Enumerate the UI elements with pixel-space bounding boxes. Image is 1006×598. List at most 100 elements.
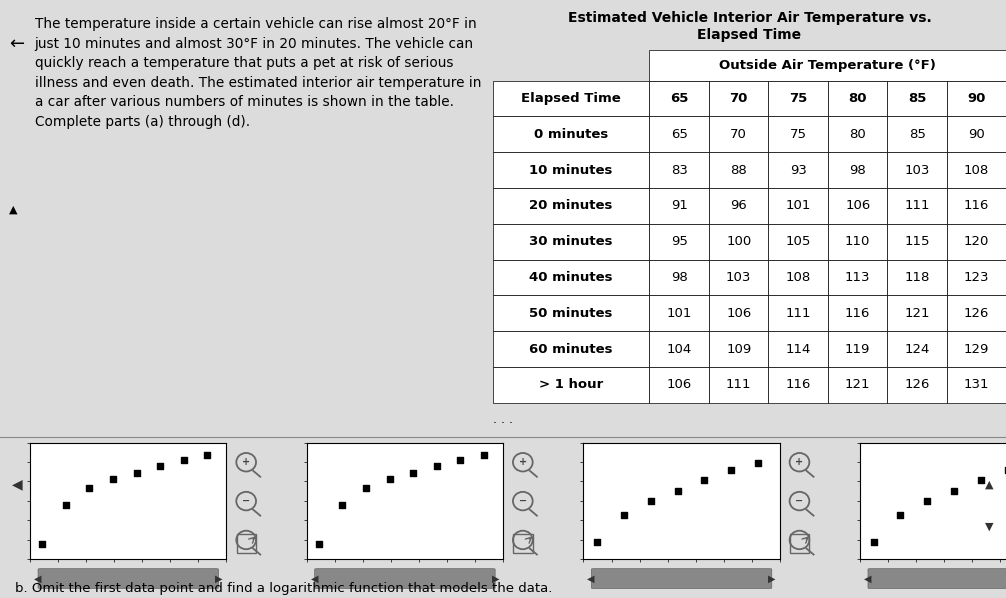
Text: 110: 110 — [845, 235, 870, 248]
Bar — [236, 535, 256, 553]
Bar — [709, 224, 769, 260]
Text: 98: 98 — [671, 271, 687, 284]
Text: Elapsed Time: Elapsed Time — [697, 28, 802, 42]
Text: ▲: ▲ — [9, 205, 17, 215]
Bar — [947, 188, 1006, 224]
Text: 91: 91 — [671, 199, 688, 212]
Bar — [769, 295, 828, 331]
Text: 113: 113 — [845, 271, 870, 284]
Bar — [947, 260, 1006, 295]
Text: +: + — [796, 456, 804, 466]
Bar — [650, 295, 709, 331]
Bar — [790, 535, 810, 553]
Text: > 1 hour: > 1 hour — [539, 379, 604, 392]
Bar — [828, 367, 887, 403]
Bar — [493, 224, 650, 260]
Text: 85: 85 — [908, 92, 927, 105]
Point — [973, 475, 989, 485]
Bar — [493, 295, 650, 331]
Text: +: + — [519, 456, 527, 466]
Text: ◀: ◀ — [588, 573, 595, 584]
Text: 124: 124 — [904, 343, 930, 356]
Text: 65: 65 — [670, 92, 688, 105]
Bar — [887, 367, 947, 403]
Point — [696, 475, 712, 485]
Bar — [828, 295, 887, 331]
Bar — [709, 188, 769, 224]
Text: The temperature inside a certain vehicle can rise almost 20°F in
just 10 minutes: The temperature inside a certain vehicle… — [34, 17, 481, 129]
Bar — [887, 117, 947, 152]
Bar — [769, 117, 828, 152]
Text: Outside Air Temperature (°F): Outside Air Temperature (°F) — [719, 59, 937, 72]
Text: 80: 80 — [849, 128, 866, 141]
Text: 103: 103 — [726, 271, 751, 284]
Point — [946, 486, 962, 495]
Text: 65: 65 — [671, 128, 688, 141]
Bar — [828, 117, 887, 152]
Bar — [769, 188, 828, 224]
Bar — [650, 260, 709, 295]
Bar — [650, 331, 709, 367]
Bar — [650, 81, 709, 117]
Text: 131: 131 — [964, 379, 989, 392]
Bar — [709, 295, 769, 331]
Text: 0 minutes: 0 minutes — [534, 128, 609, 141]
Bar — [493, 367, 650, 403]
Text: 93: 93 — [790, 164, 807, 176]
Text: ▶: ▶ — [492, 573, 499, 584]
Text: 95: 95 — [671, 235, 688, 248]
FancyBboxPatch shape — [868, 569, 1006, 588]
Bar — [493, 81, 650, 117]
Bar — [828, 81, 887, 117]
Bar — [709, 331, 769, 367]
Text: 116: 116 — [845, 307, 870, 320]
Text: 126: 126 — [904, 379, 930, 392]
Text: 129: 129 — [964, 343, 989, 356]
Bar — [493, 188, 650, 224]
Text: 85: 85 — [908, 128, 926, 141]
Text: 111: 111 — [726, 379, 751, 392]
Bar — [650, 152, 709, 188]
Text: 106: 106 — [667, 379, 692, 392]
Text: 109: 109 — [726, 343, 751, 356]
Bar — [769, 152, 828, 188]
Point — [34, 539, 50, 549]
Text: 103: 103 — [904, 164, 930, 176]
Point — [334, 501, 350, 510]
Text: 108: 108 — [964, 164, 989, 176]
Point — [669, 486, 685, 495]
Bar — [828, 188, 887, 224]
Text: ◀: ◀ — [311, 573, 318, 584]
Text: 111: 111 — [786, 307, 811, 320]
FancyBboxPatch shape — [38, 569, 218, 588]
Text: 106: 106 — [845, 199, 870, 212]
Bar — [650, 367, 709, 403]
Point — [750, 458, 767, 468]
Text: Elapsed Time: Elapsed Time — [521, 92, 621, 105]
Text: 116: 116 — [786, 379, 811, 392]
Bar — [887, 81, 947, 117]
Text: 50 minutes: 50 minutes — [529, 307, 613, 320]
Text: −: − — [796, 495, 804, 505]
Bar — [828, 331, 887, 367]
Text: 104: 104 — [667, 343, 692, 356]
Bar — [769, 331, 828, 367]
Text: ▶: ▶ — [215, 573, 222, 584]
Bar — [947, 224, 1006, 260]
Bar — [493, 152, 650, 188]
Text: 108: 108 — [786, 271, 811, 284]
Point — [589, 537, 605, 547]
Point — [429, 462, 445, 471]
Bar — [650, 117, 709, 152]
Bar — [947, 367, 1006, 403]
Bar — [769, 81, 828, 117]
Point — [381, 474, 397, 484]
Bar — [709, 260, 769, 295]
Bar — [947, 81, 1006, 117]
Text: 30 minutes: 30 minutes — [529, 235, 613, 248]
Text: −: − — [519, 495, 527, 505]
Text: 120: 120 — [964, 235, 989, 248]
Point — [199, 451, 215, 460]
Text: 111: 111 — [904, 199, 930, 212]
Text: ◀: ◀ — [864, 573, 871, 584]
